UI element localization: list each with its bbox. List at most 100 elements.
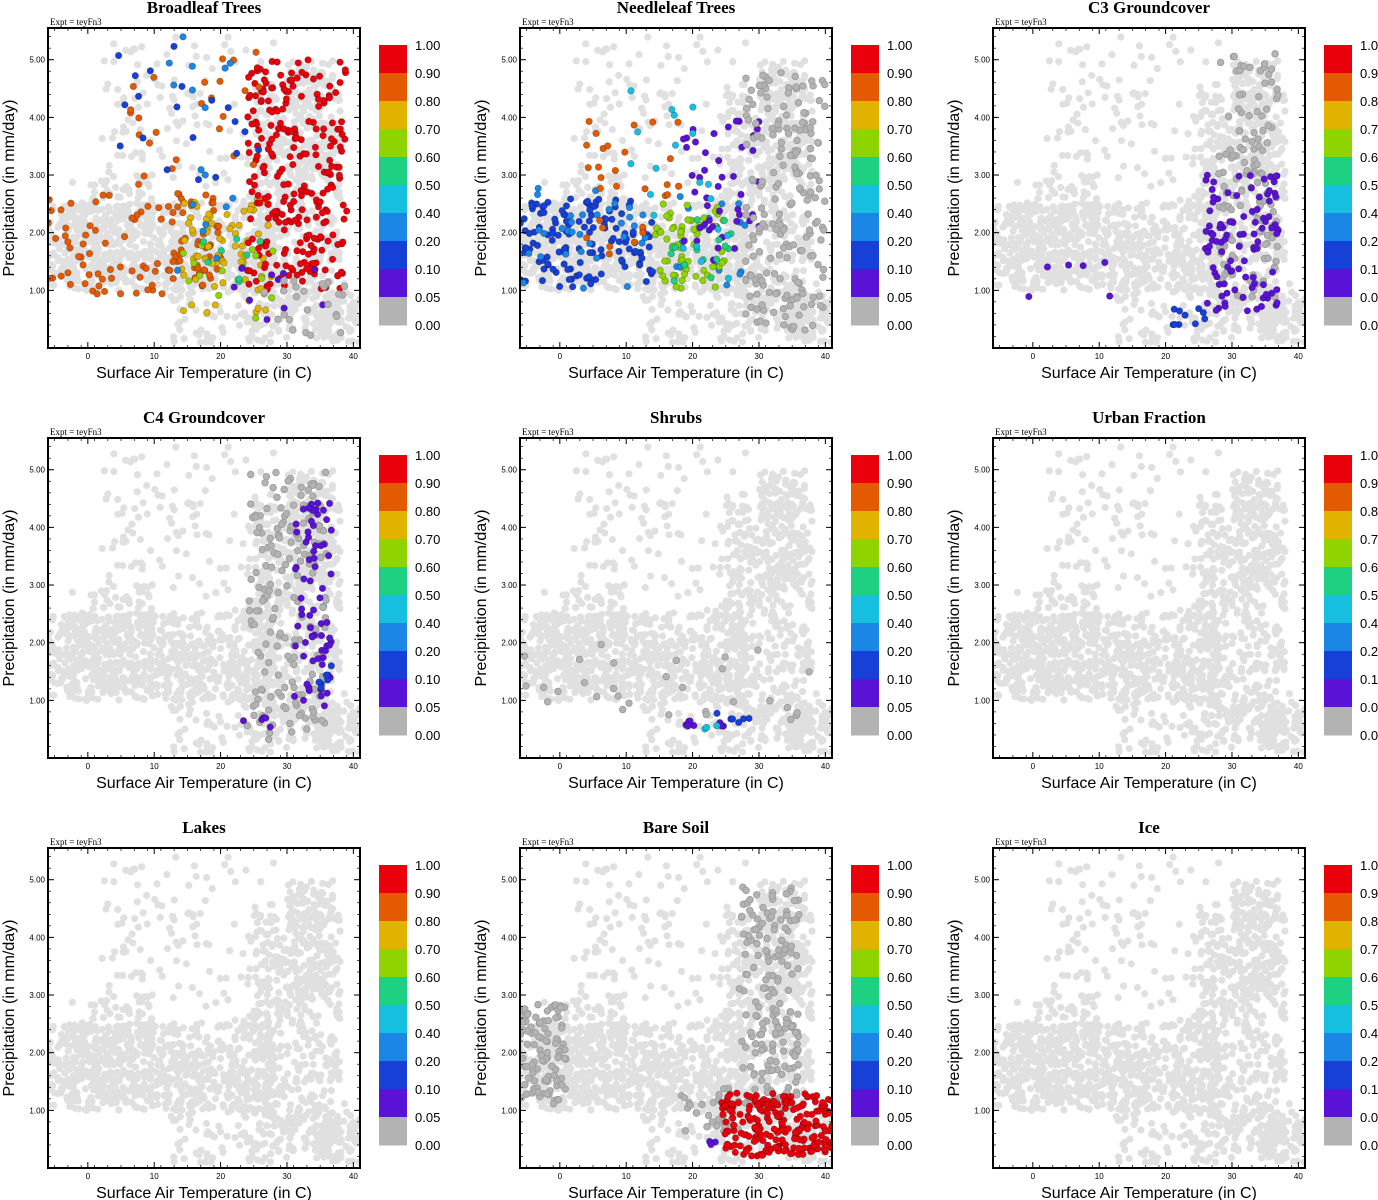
data-point bbox=[319, 131, 327, 140]
data-point bbox=[583, 197, 592, 206]
background-point bbox=[689, 202, 698, 210]
data-point bbox=[235, 221, 243, 229]
data-point bbox=[254, 304, 262, 312]
data-point bbox=[146, 67, 155, 75]
data-point bbox=[597, 173, 605, 182]
data-point bbox=[704, 180, 713, 189]
data-point bbox=[714, 244, 722, 252]
data-point bbox=[298, 68, 306, 77]
data-point bbox=[735, 210, 744, 219]
background-point bbox=[156, 146, 164, 154]
background-point bbox=[735, 301, 743, 310]
background-point bbox=[665, 121, 673, 129]
colorbar-swatch bbox=[379, 213, 407, 242]
data-point bbox=[164, 202, 173, 211]
background-point bbox=[615, 100, 623, 108]
background-point bbox=[587, 257, 595, 265]
background-point bbox=[650, 286, 658, 294]
background-point bbox=[290, 118, 299, 126]
data-point bbox=[324, 237, 332, 245]
background-point bbox=[192, 306, 200, 314]
data-point bbox=[617, 219, 626, 227]
background-point bbox=[327, 249, 335, 257]
data-point bbox=[229, 194, 237, 202]
colorbar-label: 0.00 bbox=[887, 318, 912, 333]
background-point bbox=[747, 169, 755, 177]
background-point bbox=[679, 338, 687, 346]
data-point bbox=[267, 121, 275, 130]
background-point bbox=[147, 253, 155, 261]
background-point bbox=[185, 246, 193, 254]
background-point bbox=[240, 214, 248, 222]
data-point bbox=[819, 265, 828, 274]
background-point bbox=[623, 75, 631, 83]
data-point bbox=[180, 199, 189, 207]
background-point bbox=[646, 206, 654, 214]
background-point bbox=[105, 168, 113, 176]
background-point bbox=[718, 145, 726, 153]
background-point bbox=[544, 214, 552, 222]
data-point bbox=[791, 124, 799, 132]
background-point bbox=[611, 89, 619, 97]
data-point bbox=[307, 241, 315, 250]
data-point bbox=[252, 314, 260, 322]
data-point bbox=[67, 199, 75, 207]
background-point bbox=[707, 321, 716, 329]
background-point bbox=[257, 107, 265, 115]
background-point bbox=[625, 60, 633, 68]
background-point bbox=[805, 160, 813, 168]
data-point bbox=[260, 288, 268, 296]
data-point bbox=[775, 210, 784, 218]
data-point bbox=[611, 199, 619, 208]
background-point bbox=[664, 306, 672, 314]
background-point bbox=[540, 242, 549, 250]
data-point bbox=[784, 129, 793, 138]
background-point bbox=[306, 112, 314, 121]
data-point bbox=[784, 89, 792, 97]
data-point bbox=[48, 274, 54, 282]
data-point bbox=[807, 300, 816, 309]
data-point bbox=[173, 103, 181, 111]
colorbar-label: 0.70 bbox=[887, 122, 912, 137]
data-point bbox=[671, 243, 679, 251]
background-point bbox=[646, 320, 654, 328]
data-point bbox=[683, 201, 691, 209]
background-point bbox=[608, 125, 616, 134]
background-point bbox=[547, 206, 556, 214]
background-point bbox=[642, 96, 650, 104]
background-point bbox=[799, 266, 808, 275]
data-point bbox=[815, 96, 824, 105]
background-point bbox=[195, 331, 203, 339]
background-point bbox=[336, 297, 344, 306]
data-point bbox=[280, 85, 288, 93]
x-tick-label: 10 bbox=[150, 352, 159, 361]
data-point bbox=[576, 230, 584, 239]
data-point bbox=[121, 101, 129, 109]
data-point bbox=[674, 118, 682, 126]
colorbar-swatch bbox=[379, 157, 407, 186]
data-point bbox=[566, 195, 575, 203]
data-point bbox=[294, 59, 302, 67]
data-point bbox=[303, 306, 312, 314]
background-point bbox=[159, 210, 168, 218]
background-point bbox=[617, 200, 625, 208]
data-point bbox=[205, 210, 213, 218]
background-point bbox=[60, 262, 68, 270]
background-point bbox=[54, 240, 62, 248]
background-point bbox=[286, 286, 294, 294]
background-point bbox=[577, 168, 585, 176]
background-point bbox=[598, 240, 606, 249]
background-point bbox=[323, 293, 331, 302]
background-point bbox=[667, 331, 675, 339]
data-point bbox=[101, 239, 110, 247]
data-point bbox=[202, 220, 210, 229]
background-point bbox=[253, 336, 262, 344]
data-point bbox=[742, 104, 751, 113]
background-point bbox=[587, 286, 595, 294]
background-point bbox=[231, 212, 239, 221]
colorbar-label: 1.00 bbox=[415, 38, 440, 53]
data-point bbox=[696, 178, 704, 187]
background-point bbox=[119, 151, 127, 160]
data-point bbox=[144, 202, 152, 211]
data-point bbox=[326, 156, 334, 164]
